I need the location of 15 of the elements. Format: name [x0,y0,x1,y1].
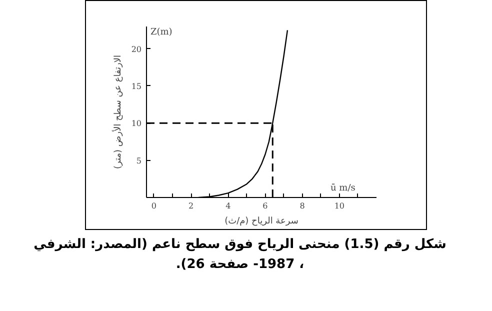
x-tick-label: 6 [262,202,268,210]
annotation: ū m/s [330,184,356,194]
y-tick-label: 10 [131,119,142,128]
y-tick-label: 15 [131,82,142,91]
y-axis-title: الارتفاع عن سطح الأرض (متر) [111,55,124,169]
x-tick-label: 8 [300,202,305,210]
x-tick-label: 2 [188,202,194,210]
x-tick-label: 10 [334,202,344,210]
text: شكل رقم (1.5) منحنى الرياح فوق سطح ناعم (المصدر: الشرفي ، 1987- صفحة 26). [32,236,448,274]
x-tick-label: 0 [151,202,156,210]
x-axis-title: سرعة الرياح (م/ث) [224,216,298,226]
x-tick-label: 4 [226,202,231,210]
y-tick-label: 20 [131,44,142,54]
y-tick-label: 5 [136,156,142,166]
annotation: Z(m) [150,28,172,38]
